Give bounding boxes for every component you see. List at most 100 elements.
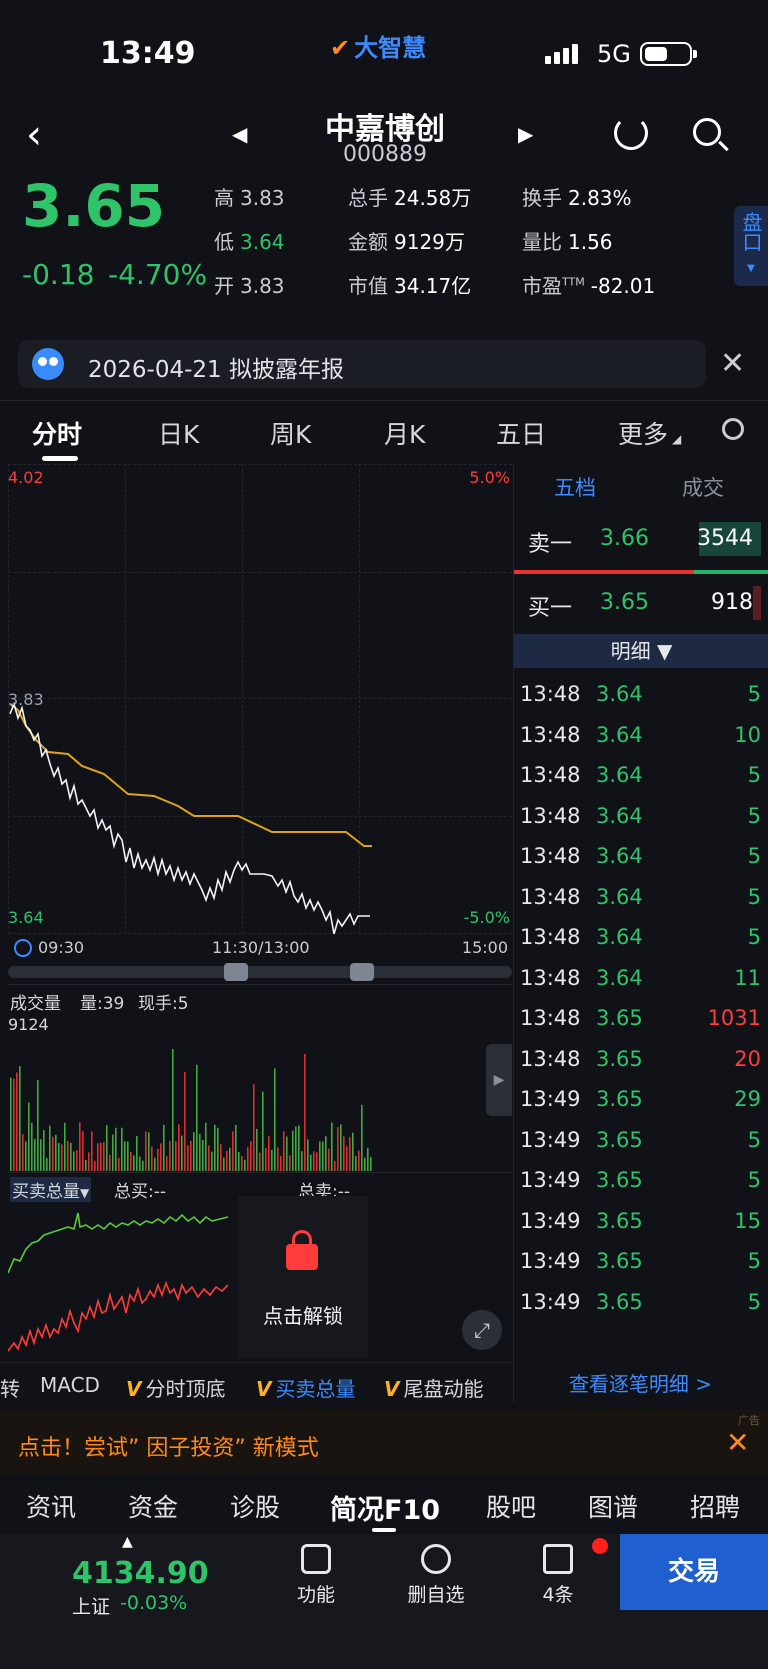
tab-day-k[interactable]: 日K <box>158 420 200 449</box>
indicator-zhuan[interactable]: 转 <box>0 1377 20 1401</box>
scroll-handle-right[interactable] <box>350 963 374 981</box>
volume-bar <box>235 1124 237 1171</box>
promo-banner[interactable]: 点击！尝试” 因子投资” 新模式 广告 ✕ <box>0 1410 768 1474</box>
volume-bar <box>247 1147 249 1171</box>
scroll-handle-left[interactable] <box>224 963 248 981</box>
trade-price: 3.65 <box>596 1046 643 1071</box>
trade-time: 13:48 <box>520 803 581 828</box>
volume-panel[interactable]: 成交量 量:39 现手:5 9124 <box>8 984 512 1171</box>
function-button[interactable]: 功能 <box>276 1544 356 1607</box>
stock-name: 中嘉博创 <box>325 112 445 147</box>
volume-bar <box>52 1136 54 1171</box>
volume-bar <box>352 1132 354 1171</box>
indicator-weipan[interactable]: V 尾盘动能 <box>384 1373 483 1402</box>
trade-volume: 5 <box>747 844 761 868</box>
index-change: -0.03% <box>120 1592 188 1614</box>
unlock-button[interactable]: 点击解锁 <box>263 1304 343 1328</box>
tab-zhaopin[interactable]: 招聘 <box>690 1493 741 1522</box>
tab-more[interactable]: 更多 ◢ <box>618 420 682 449</box>
volume-bar <box>46 1157 48 1171</box>
volume-bar <box>76 1150 78 1171</box>
volume-bar <box>142 1160 144 1171</box>
volume-bar <box>79 1122 81 1171</box>
volume-bar <box>214 1124 216 1171</box>
sell-line <box>8 1280 229 1352</box>
refresh-icon[interactable] <box>614 116 648 150</box>
trade-row: 13:48 3.64 5 <box>514 794 768 837</box>
tab-week-k[interactable]: 周K <box>270 420 312 449</box>
tab-fenshi[interactable]: 分时 <box>32 420 83 449</box>
close-promo-icon[interactable]: ✕ <box>726 1426 750 1459</box>
volume-bar <box>229 1147 231 1171</box>
total-buy: 总买:-- <box>114 1182 166 1202</box>
expand-index-icon[interactable]: ▲ <box>122 1534 133 1550</box>
tab-zixun[interactable]: 资讯 <box>26 1493 77 1522</box>
info-tabs: 资讯 资金 诊股 简况F10 股吧 图谱 招聘 <box>0 1474 768 1534</box>
tab-five-day[interactable]: 五日 <box>496 420 547 449</box>
tab-jiankuang-f10[interactable]: 简况F10 <box>330 1495 441 1526</box>
buy1-vol-bar <box>753 586 761 620</box>
view-all-trades-link[interactable]: 查看逐笔明细 > <box>568 1372 713 1396</box>
clock-icon <box>14 939 32 957</box>
gear-icon[interactable] <box>722 418 744 440</box>
intraday-chart[interactable]: 4.02 5.0% 3.83 3.64 -5.0% <box>8 464 512 934</box>
quote-field-value: -82.01 <box>590 274 656 298</box>
tab-zijin[interactable]: 资金 <box>128 1493 179 1522</box>
volume-bar <box>268 1136 270 1171</box>
trade-volume: 5 <box>747 1168 761 1192</box>
volume-bar <box>154 1157 156 1171</box>
volume-bar <box>145 1131 147 1171</box>
ttm-tag: TTM <box>562 275 585 289</box>
indicator-macd[interactable]: MACD <box>40 1373 100 1397</box>
trade-time: 13:48 <box>520 965 581 990</box>
index-value[interactable]: 4134.90 <box>72 1556 209 1591</box>
chart-scrollbar[interactable] <box>8 963 512 981</box>
mingxi-dropdown[interactable]: 明细 ▼ <box>514 634 768 668</box>
trade-price: 3.64 <box>596 965 643 990</box>
signal-icon <box>545 44 581 64</box>
volume-bar <box>340 1124 342 1171</box>
active-tab-indicator <box>42 456 78 461</box>
lock-icon[interactable] <box>286 1230 318 1270</box>
prev-stock-button[interactable]: ◀ <box>232 122 248 146</box>
trade-row: 13:49 3.65 5 <box>514 1239 768 1282</box>
indicator-fenshi-dingdi[interactable]: V 分时顶底 <box>126 1373 225 1402</box>
volume-bar <box>31 1122 33 1171</box>
trade-row: 13:48 3.64 5 <box>514 834 768 877</box>
remove-watchlist-button[interactable]: 删自选 <box>396 1544 476 1607</box>
expand-icon[interactable]: ⤢ <box>462 1310 502 1350</box>
tab-chengjiao[interactable]: 成交 <box>682 476 724 500</box>
volume-bar <box>232 1131 234 1171</box>
trade-price: 3.65 <box>596 1249 643 1273</box>
search-icon[interactable] <box>693 118 721 146</box>
sell1-price: 3.66 <box>600 526 649 551</box>
side-panel-toggle[interactable]: ▶ <box>486 1044 512 1116</box>
close-notice-icon[interactable]: ✕ <box>720 346 746 381</box>
buysell-dropdown[interactable]: 买卖总量▼ <box>10 1177 92 1202</box>
notice-bar[interactable]: 2026-04-21 拟披露年报 <box>18 340 706 388</box>
back-button[interactable]: ‹ <box>26 112 42 158</box>
volume-bar <box>112 1134 114 1171</box>
indicator-row: 转 MACD V 分时顶底 V 买卖总量 V 尾盘动能 <box>0 1362 512 1403</box>
tab-month-k[interactable]: 月K <box>384 420 426 449</box>
tab-zhengu[interactable]: 诊股 <box>230 1493 281 1522</box>
tab-guba[interactable]: 股吧 <box>486 1493 537 1522</box>
tab-tupu[interactable]: 图谱 <box>588 1493 639 1522</box>
indicator-buysell-total[interactable]: V 买卖总量 <box>256 1373 355 1402</box>
next-stock-button[interactable]: ▶ <box>518 122 534 146</box>
quote-field: 市值 34.17亿 <box>348 270 471 299</box>
pankou-tab[interactable]: 盘口 ▼ <box>734 206 768 286</box>
lock-overlay[interactable] <box>238 1196 368 1358</box>
trade-time: 13:49 <box>520 1289 581 1314</box>
messages-button[interactable]: 4条 <box>518 1544 598 1607</box>
volume-bar <box>358 1150 360 1171</box>
volume-bar <box>28 1102 30 1171</box>
trade-button[interactable]: 交易 <box>620 1534 768 1610</box>
trade-time: 13:48 <box>520 884 581 909</box>
volume-bar <box>370 1156 372 1171</box>
promo-text: 点击！尝试” 因子投资” 新模式 <box>18 1436 319 1461</box>
volume-bar <box>322 1141 324 1171</box>
volume-info: 量:39 <box>80 994 125 1014</box>
tab-wudang[interactable]: 五档 <box>554 476 596 500</box>
volume-bar <box>286 1136 288 1171</box>
